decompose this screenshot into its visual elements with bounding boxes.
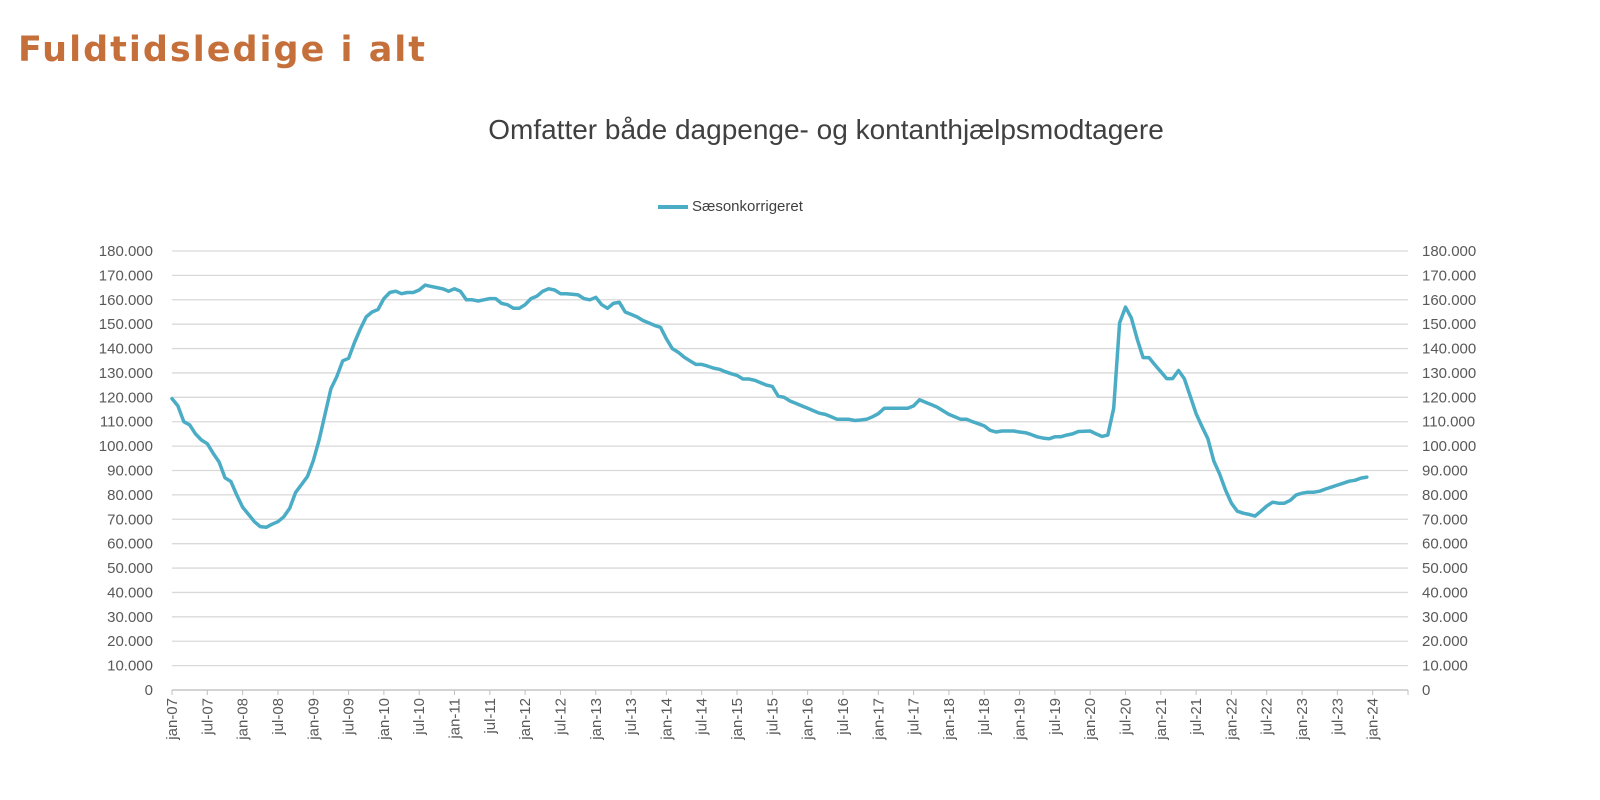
x-tick-label: jan-17 <box>870 698 887 741</box>
y-tick-label-left: 140.000 <box>99 341 153 358</box>
x-tick-label: jan-24 <box>1365 698 1382 741</box>
x-tick-label: jan-14 <box>658 698 675 741</box>
x-tick-label: jan-09 <box>305 698 322 741</box>
series-line-saesonkorrigeret <box>170 283 1369 530</box>
y-tick-label-right: 110.000 <box>1422 414 1475 431</box>
y-tick-label-right: 0 <box>1422 682 1430 699</box>
x-tick-label: jul-21 <box>1188 698 1205 736</box>
x-tick-label: jul-15 <box>764 698 781 736</box>
y-tick-label-right: 60.000 <box>1422 536 1468 553</box>
y-tick-label-left: 160.000 <box>99 292 153 309</box>
y-tick-label-left: 180.000 <box>99 243 153 260</box>
y-tick-label-right: 180.000 <box>1422 243 1476 260</box>
x-tick-label: jan-16 <box>800 698 817 741</box>
x-tick-label: jan-11 <box>447 698 464 740</box>
y-tick-label-right: 150.000 <box>1422 316 1476 333</box>
x-tick-label: jan-13 <box>588 698 605 741</box>
x-tick-label: jul-17 <box>906 698 923 736</box>
x-tick-label: jul-13 <box>623 698 640 736</box>
x-tick-label: jan-08 <box>235 698 252 741</box>
y-tick-label-right: 50.000 <box>1422 560 1468 577</box>
x-tick-label: jul-14 <box>694 698 711 736</box>
x-tick-label: jan-18 <box>941 698 958 741</box>
y-tick-label-right: 40.000 <box>1422 584 1468 601</box>
x-tick-label: jul-20 <box>1117 698 1134 736</box>
y-tick-label-left: 40.000 <box>107 584 153 601</box>
x-tick-label: jan-15 <box>729 698 746 741</box>
y-tick-label-left: 30.000 <box>107 609 153 626</box>
y-tick-label-right: 30.000 <box>1422 609 1468 626</box>
y-tick-label-right: 20.000 <box>1422 633 1468 650</box>
y-tick-label-right: 100.000 <box>1422 438 1476 455</box>
y-tick-label-right: 130.000 <box>1422 365 1476 382</box>
x-tick-label: jul-11 <box>482 698 499 735</box>
y-tick-label-right: 140.000 <box>1422 341 1476 358</box>
x-tick-label: jan-22 <box>1223 698 1240 741</box>
y-tick-label-right: 160.000 <box>1422 292 1476 309</box>
y-tick-label-right: 90.000 <box>1422 463 1468 480</box>
x-tick-label: jul-19 <box>1047 698 1064 736</box>
y-tick-label-left: 0 <box>145 682 153 699</box>
x-tick-label: jan-23 <box>1294 698 1311 741</box>
y-tick-label-left: 10.000 <box>107 658 153 675</box>
legend-swatch <box>658 204 688 209</box>
x-tick-label: jan-19 <box>1012 698 1029 741</box>
y-tick-label-left: 150.000 <box>99 316 153 333</box>
x-tick-label: jul-08 <box>270 698 287 736</box>
y-tick-label-left: 110.000 <box>100 414 153 431</box>
x-tick-label: jul-09 <box>341 698 358 736</box>
legend: Sæsonkorrigeret <box>658 198 803 215</box>
x-tick-label: jan-20 <box>1082 698 1099 741</box>
x-tick-label: jan-07 <box>164 698 181 741</box>
x-tick-label: jul-18 <box>976 698 993 736</box>
y-tick-label-left: 80.000 <box>107 487 153 504</box>
y-tick-label-left: 100.000 <box>99 438 153 455</box>
y-tick-label-left: 90.000 <box>107 463 153 480</box>
x-tick-label: jan-21 <box>1153 698 1170 741</box>
y-tick-label-right: 80.000 <box>1422 487 1468 504</box>
y-tick-label-right: 170.000 <box>1422 267 1476 284</box>
page-title: Fuldtidsledige i alt <box>18 30 428 70</box>
x-tick-label: jul-16 <box>835 698 852 736</box>
y-tick-label-left: 130.000 <box>99 365 153 382</box>
y-tick-label-right: 120.000 <box>1422 389 1476 406</box>
x-tick-label: jul-23 <box>1329 698 1346 736</box>
x-tick-label: jan-12 <box>517 698 534 741</box>
y-tick-label-left: 170.000 <box>99 267 153 284</box>
legend-label: Sæsonkorrigeret <box>692 198 803 215</box>
x-tick-label: jul-22 <box>1259 698 1276 736</box>
x-tick-label: jul-12 <box>552 698 569 736</box>
x-tick-label: jul-07 <box>199 698 216 736</box>
y-tick-label-left: 60.000 <box>107 536 153 553</box>
x-tick-label: jan-10 <box>376 698 393 741</box>
x-tick-label: jul-10 <box>411 698 428 736</box>
y-tick-label-right: 10.000 <box>1422 658 1468 675</box>
y-tick-label-left: 70.000 <box>107 511 153 528</box>
chart-title: Omfatter både dagpenge- og kontanthjælps… <box>488 114 1164 145</box>
y-tick-label-right: 70.000 <box>1422 511 1468 528</box>
y-tick-label-left: 120.000 <box>99 389 153 406</box>
y-tick-label-left: 20.000 <box>107 633 153 650</box>
y-tick-label-left: 50.000 <box>107 560 153 577</box>
